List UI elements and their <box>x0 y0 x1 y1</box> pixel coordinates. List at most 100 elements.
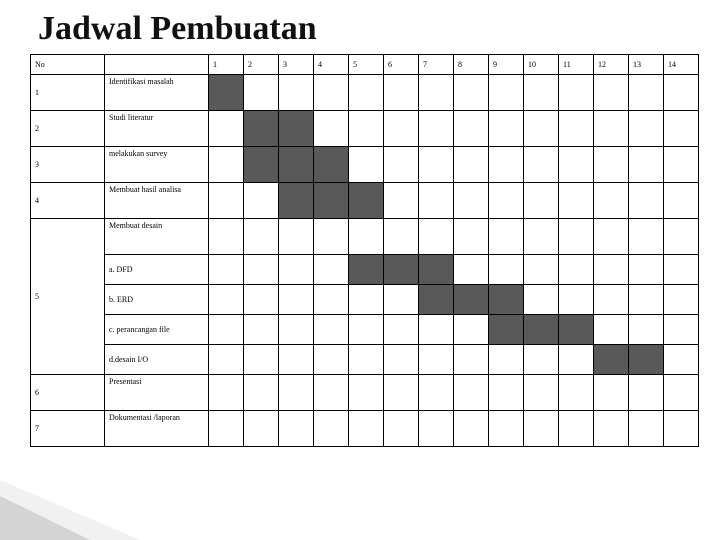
week-cell <box>629 315 664 345</box>
week-cell <box>384 183 419 219</box>
week-cell <box>419 219 454 255</box>
week-cell <box>279 315 314 345</box>
page: Jadwal Pembuatan No 1 2 3 4 5 6 7 8 9 10 <box>0 0 720 540</box>
week-cell <box>594 375 629 411</box>
week-cell <box>489 111 524 147</box>
week-cell <box>524 411 559 447</box>
week-cell <box>489 219 524 255</box>
week-cell <box>349 219 384 255</box>
week-cell <box>559 345 594 375</box>
header-week: 13 <box>629 55 664 75</box>
week-cell <box>419 147 454 183</box>
week-cell <box>629 147 664 183</box>
week-cell <box>384 255 419 285</box>
week-cell <box>664 147 699 183</box>
week-cell <box>524 75 559 111</box>
decor-wedge <box>0 496 90 540</box>
week-cell <box>559 411 594 447</box>
week-cell <box>454 147 489 183</box>
week-cell <box>244 111 279 147</box>
week-cell <box>629 183 664 219</box>
week-cell <box>559 375 594 411</box>
table-subrow: c. perancangan file <box>31 315 699 345</box>
table-subrow: d.desain I/O <box>31 345 699 375</box>
week-cell <box>314 375 349 411</box>
week-cell <box>454 219 489 255</box>
table-row: 5Membuat desain <box>31 219 699 255</box>
week-cell <box>489 285 524 315</box>
week-cell <box>244 219 279 255</box>
week-cell <box>244 285 279 315</box>
activity-cell: Identifikasi masalah <box>105 75 209 111</box>
activity-cell: d.desain I/O <box>105 345 209 375</box>
week-cell <box>594 183 629 219</box>
week-cell <box>559 219 594 255</box>
week-cell <box>209 219 244 255</box>
week-cell <box>279 183 314 219</box>
week-cell <box>419 285 454 315</box>
week-cell <box>524 315 559 345</box>
activity-cell: b. ERD <box>105 285 209 315</box>
week-cell <box>489 375 524 411</box>
week-cell <box>209 285 244 315</box>
week-cell <box>314 183 349 219</box>
week-cell <box>629 255 664 285</box>
table-row: 2Studi literatur <box>31 111 699 147</box>
week-cell <box>489 411 524 447</box>
week-cell <box>664 183 699 219</box>
week-cell <box>419 111 454 147</box>
header-week: 4 <box>314 55 349 75</box>
week-cell <box>349 315 384 345</box>
week-cell <box>349 411 384 447</box>
week-cell <box>664 411 699 447</box>
week-cell <box>384 345 419 375</box>
no-cell: 2 <box>31 111 105 147</box>
week-cell <box>384 375 419 411</box>
week-cell <box>419 375 454 411</box>
no-cell: 6 <box>31 375 105 411</box>
week-cell <box>454 345 489 375</box>
week-cell <box>664 345 699 375</box>
header-week: 1 <box>209 55 244 75</box>
week-cell <box>489 147 524 183</box>
week-cell <box>524 255 559 285</box>
week-cell <box>314 345 349 375</box>
week-cell <box>629 111 664 147</box>
week-cell <box>454 411 489 447</box>
week-cell <box>664 375 699 411</box>
week-cell <box>314 315 349 345</box>
header-week: 12 <box>594 55 629 75</box>
week-cell <box>629 285 664 315</box>
week-cell <box>279 111 314 147</box>
week-cell <box>279 219 314 255</box>
week-cell <box>629 411 664 447</box>
week-cell <box>314 219 349 255</box>
no-cell: 7 <box>31 411 105 447</box>
header-week: 11 <box>559 55 594 75</box>
week-cell <box>489 255 524 285</box>
week-cell <box>559 183 594 219</box>
week-cell <box>489 315 524 345</box>
week-cell <box>559 255 594 285</box>
activity-cell: melakukan survey <box>105 147 209 183</box>
week-cell <box>594 345 629 375</box>
week-cell <box>629 75 664 111</box>
page-title: Jadwal Pembuatan <box>38 10 696 48</box>
week-cell <box>629 219 664 255</box>
week-cell <box>384 411 419 447</box>
week-cell <box>279 285 314 315</box>
week-cell <box>594 219 629 255</box>
week-cell <box>244 183 279 219</box>
week-cell <box>559 147 594 183</box>
week-cell <box>279 345 314 375</box>
activity-cell: c. perancangan file <box>105 315 209 345</box>
table-row: 7Dokumentasi /laporan <box>31 411 699 447</box>
week-cell <box>454 315 489 345</box>
week-cell <box>524 345 559 375</box>
week-cell <box>594 147 629 183</box>
week-cell <box>594 255 629 285</box>
week-cell <box>279 147 314 183</box>
week-cell <box>454 183 489 219</box>
week-cell <box>629 375 664 411</box>
header-week: 10 <box>524 55 559 75</box>
